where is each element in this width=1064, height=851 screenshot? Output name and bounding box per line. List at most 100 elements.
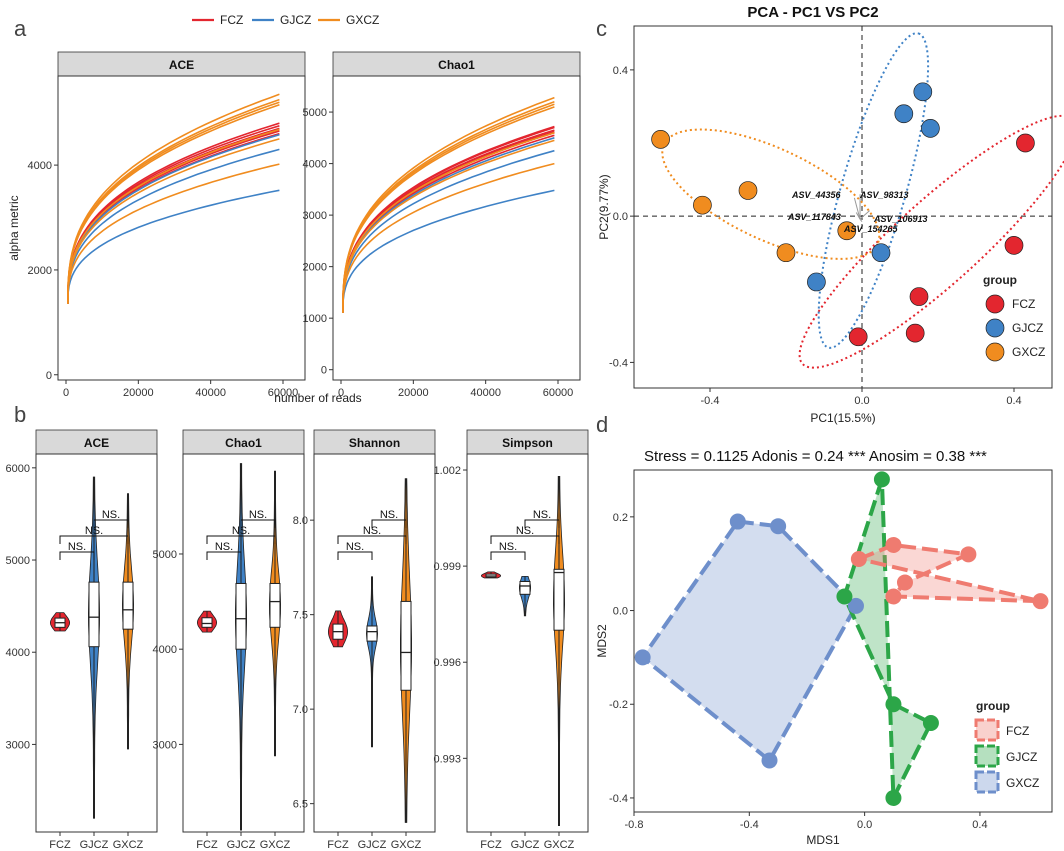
legend-title: group — [976, 699, 1010, 713]
sig-bracket — [371, 519, 407, 528]
ellipse-fcz — [798, 114, 1064, 369]
x-tick-label-gxcz: GXCZ — [260, 839, 291, 851]
legend-label-fcz: FCZ — [1006, 724, 1029, 738]
sig-bracket — [59, 535, 129, 544]
sig-label: NS. — [232, 525, 250, 537]
curve-gxcz-4 — [342, 131, 555, 314]
sig-bracket — [206, 551, 242, 560]
sig-bracket — [240, 519, 276, 528]
x-tick-label-gjcz: GJCZ — [511, 839, 540, 851]
strip-label-ace: ACE — [84, 436, 109, 450]
strip-label-ace: ACE — [169, 58, 194, 72]
y-tick-label: -0.4 — [609, 793, 628, 805]
point-fcz — [850, 551, 867, 568]
sig-bracket — [524, 519, 560, 528]
y-tick-label: 6000 — [6, 463, 30, 475]
strip-simpson — [466, 429, 589, 455]
x-tick-label: 60000 — [543, 387, 574, 399]
box-gxcz — [553, 568, 565, 631]
legend-key-gjcz — [974, 744, 1000, 768]
point-gxcz — [761, 752, 778, 769]
y-tick-label: 0.999 — [433, 561, 461, 573]
legend-key-fcz — [985, 294, 1005, 314]
box-gxcz — [400, 600, 412, 691]
x-tick-label-gxcz: GXCZ — [113, 839, 144, 851]
loading-arrow — [855, 212, 861, 220]
legend-label-fcz: FCZ — [1012, 297, 1035, 311]
point-gxcz — [776, 243, 796, 263]
curve-gjcz-2 — [67, 189, 280, 305]
facet-frame — [182, 453, 305, 833]
strip-ace — [57, 51, 306, 77]
curve-gxcz-3 — [342, 106, 555, 314]
y-tick-label: 3000 — [303, 210, 327, 222]
y-tick-label: 5000 — [153, 549, 177, 561]
x-tick-label-fcz: FCZ — [327, 839, 349, 851]
x-tick-label: 0.0 — [854, 395, 869, 407]
point-gxcz — [693, 195, 712, 215]
y-tick-label: 0 — [321, 365, 327, 377]
panel-label-c: c — [596, 16, 607, 41]
y-tick-label: 8.0 — [293, 515, 308, 527]
y-tick-label: 4000 — [153, 644, 177, 656]
stats-subtitle: Stress = 0.1125 Adonis = 0.24 *** Anosim… — [644, 448, 987, 465]
point-gjcz — [885, 696, 902, 713]
y-tick-label: 2000 — [28, 265, 52, 277]
x-tick-label: 0.0 — [857, 819, 872, 831]
panel-d-nmds: Stress = 0.1125 Adonis = 0.24 *** Anosim… — [595, 448, 1053, 847]
box-gjcz — [235, 582, 247, 650]
curve-gxcz-5 — [67, 138, 280, 305]
legend-key-fcz — [974, 718, 1000, 742]
panel-label-b: b — [14, 402, 26, 427]
facet-frame — [466, 453, 589, 833]
legend-label-gjcz: GJCZ — [1006, 750, 1037, 764]
legend-key-gxcz — [974, 770, 1000, 794]
box-gjcz — [88, 581, 100, 648]
x-tick-label: 0 — [338, 387, 344, 399]
loading-label: ASV_98313 — [859, 190, 909, 200]
y-tick-label: 1000 — [303, 313, 327, 325]
x-tick-label: 40000 — [470, 387, 501, 399]
x-tick-label: -0.8 — [625, 819, 644, 831]
y-axis-title: PC2(9.77%) — [597, 174, 611, 239]
point-gxcz — [847, 597, 864, 614]
legend-label-gjcz: GJCZ — [1012, 321, 1043, 335]
point-gjcz — [871, 243, 891, 263]
sig-label: NS. — [215, 541, 233, 553]
y-tick-label: 7.5 — [293, 610, 308, 622]
y-tick-label: 2000 — [303, 262, 327, 274]
legend-label-gxcz: GXCZ — [346, 13, 379, 27]
y-axis-title: MDS2 — [595, 624, 609, 658]
sig-label: NS. — [363, 525, 381, 537]
sig-label: NS. — [102, 509, 120, 521]
point-fcz — [1032, 593, 1049, 610]
point-gxcz — [738, 181, 758, 200]
sig-label: NS. — [249, 509, 267, 521]
y-tick-label: 3000 — [153, 739, 177, 751]
curve-gxcz-3 — [67, 104, 280, 305]
loading-arrow — [859, 218, 863, 222]
plot-frame — [633, 469, 1053, 813]
legend-label-gxcz: GXCZ — [1012, 345, 1045, 359]
point-gjcz — [873, 471, 890, 488]
y-tick-label: 5000 — [6, 555, 30, 567]
x-tick-label: 0.4 — [972, 819, 987, 831]
x-tick-label-gjcz: GJCZ — [80, 839, 109, 851]
x-tick-label-gxcz: GXCZ — [391, 839, 422, 851]
y-tick-label: 1.002 — [433, 465, 461, 477]
point-gjcz — [913, 82, 933, 102]
facet-frame — [57, 75, 306, 381]
y-tick-label: -0.4 — [609, 357, 628, 369]
x-tick-label-gjcz: GJCZ — [227, 839, 256, 851]
sig-label: NS. — [68, 541, 86, 553]
y-tick-label: 0 — [46, 370, 52, 382]
loading-arrow — [853, 197, 861, 220]
y-tick-label: 0.4 — [613, 65, 628, 77]
y-tick-label: 0.0 — [613, 606, 628, 618]
sig-bracket — [337, 551, 373, 560]
legend-label-gxcz: GXCZ — [1006, 776, 1039, 790]
point-gxcz — [770, 518, 787, 535]
panel-label-a: a — [14, 16, 27, 41]
point-fcz — [960, 546, 977, 563]
